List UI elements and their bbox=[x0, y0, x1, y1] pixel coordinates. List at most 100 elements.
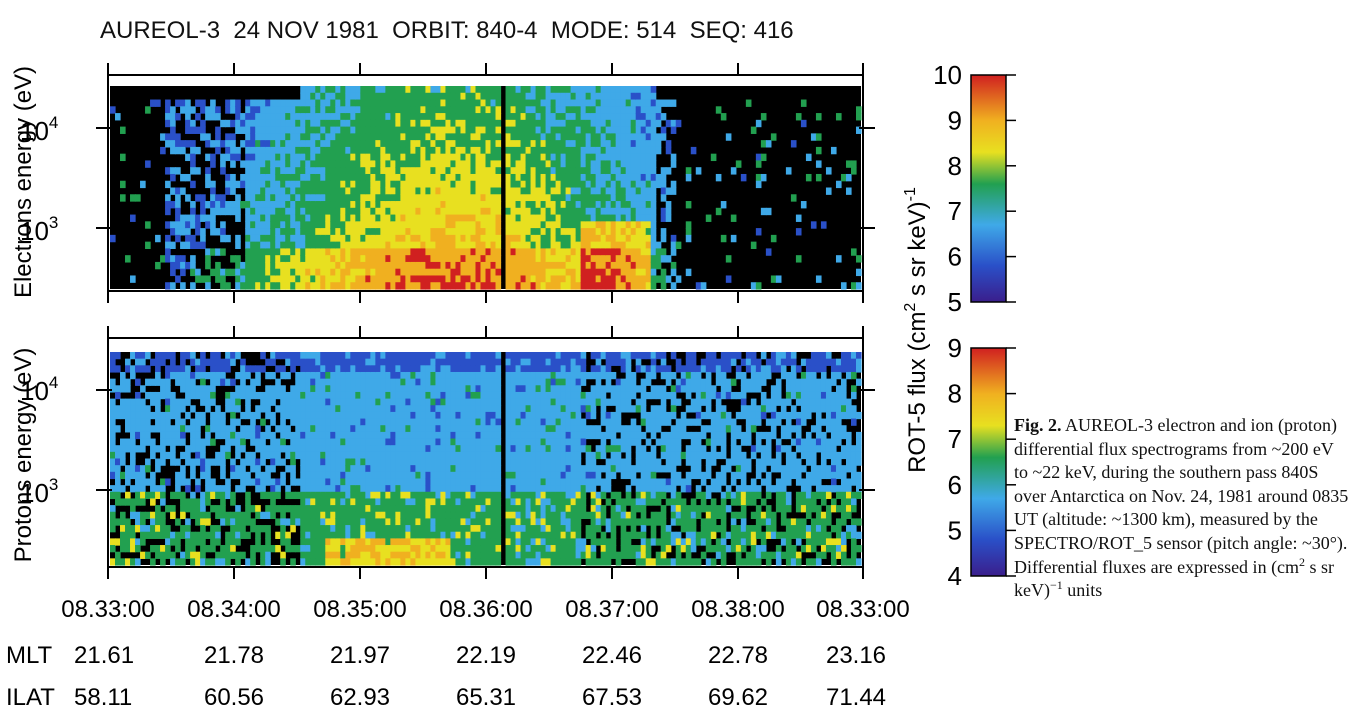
heatmap-cell bbox=[305, 241, 311, 249]
heatmap-cell bbox=[225, 268, 231, 277]
heatmap-cell bbox=[470, 133, 477, 141]
heatmap-cell bbox=[350, 518, 356, 526]
heatmap-cell bbox=[505, 201, 512, 209]
heatmap-cell bbox=[430, 411, 437, 420]
heatmap-cell bbox=[535, 140, 542, 148]
heatmap-cell bbox=[550, 268, 557, 277]
heatmap-cell bbox=[405, 478, 411, 486]
heatmap-cell bbox=[220, 268, 226, 277]
heatmap-cell bbox=[145, 491, 151, 500]
heatmap-cell bbox=[130, 371, 136, 380]
heatmap-cell bbox=[305, 106, 311, 114]
heatmap-cell bbox=[420, 458, 427, 466]
heatmap-cell bbox=[525, 119, 532, 128]
heatmap-cell bbox=[605, 167, 612, 175]
heatmap-cell bbox=[280, 234, 286, 243]
heatmap-cell bbox=[475, 545, 482, 553]
heatmap-cell bbox=[575, 214, 582, 222]
heatmap-cell bbox=[265, 106, 271, 114]
heatmap-cell bbox=[250, 282, 256, 290]
heatmap-cell bbox=[430, 538, 437, 546]
heatmap-cell bbox=[430, 385, 437, 393]
heatmap-cell bbox=[175, 167, 181, 175]
heatmap-cell bbox=[530, 113, 537, 121]
heatmap-cell bbox=[490, 194, 497, 202]
heatmap-cell bbox=[465, 505, 472, 513]
heatmap-cell bbox=[125, 385, 131, 393]
heatmap-cell bbox=[270, 268, 276, 277]
heatmap-cell bbox=[470, 471, 477, 480]
heatmap-cell bbox=[505, 371, 512, 380]
heatmap-cell bbox=[305, 505, 311, 513]
heatmap-cell bbox=[575, 201, 582, 209]
heatmap-cell bbox=[365, 525, 371, 533]
heatmap-cell bbox=[295, 228, 301, 236]
heatmap-cell bbox=[425, 411, 432, 420]
heatmap-cell bbox=[530, 146, 537, 155]
heatmap-cell bbox=[280, 180, 286, 189]
heatmap-cell bbox=[245, 451, 251, 460]
heatmap-cell bbox=[225, 485, 231, 493]
heatmap-cell bbox=[125, 491, 131, 500]
heatmap-cell bbox=[350, 173, 356, 182]
heatmap-cell bbox=[515, 207, 522, 216]
heatmap-cell bbox=[335, 558, 341, 566]
heatmap-cell bbox=[400, 282, 406, 290]
heatmap-cell bbox=[565, 113, 572, 121]
heatmap-cell bbox=[485, 282, 492, 290]
heatmap-cell bbox=[530, 221, 537, 229]
heatmap-cell bbox=[440, 431, 447, 440]
heatmap-cell bbox=[375, 140, 381, 148]
heatmap-cell bbox=[320, 538, 326, 546]
heatmap-cell bbox=[750, 126, 757, 134]
heatmap-cell bbox=[190, 551, 196, 559]
heatmap-cell bbox=[390, 418, 396, 426]
heatmap-cell bbox=[270, 505, 276, 513]
heatmap-cell bbox=[440, 391, 447, 400]
heatmap-cell bbox=[535, 99, 542, 107]
heatmap-cell bbox=[265, 531, 271, 539]
heatmap-cell bbox=[435, 358, 442, 366]
heatmap-cell bbox=[480, 478, 487, 486]
heatmap-cell bbox=[110, 491, 116, 500]
heatmap-cell bbox=[630, 187, 637, 195]
heatmap-cell bbox=[470, 465, 477, 473]
heatmap-cell bbox=[375, 275, 381, 283]
heatmap-cell bbox=[400, 248, 406, 256]
heatmap-cell bbox=[705, 214, 712, 222]
heatmap-cell bbox=[655, 275, 662, 283]
heatmap-cell bbox=[440, 153, 447, 162]
heatmap-cell bbox=[600, 248, 607, 256]
heatmap-cell bbox=[300, 194, 306, 202]
heatmap-cell bbox=[245, 119, 251, 128]
heatmap-cell bbox=[495, 371, 502, 380]
heatmap-cell bbox=[185, 113, 191, 121]
heatmap-cell bbox=[240, 140, 246, 148]
heatmap-cell bbox=[535, 167, 542, 175]
heatmap-cell bbox=[625, 146, 632, 155]
heatmap-cell bbox=[250, 551, 256, 559]
heatmap-cell bbox=[575, 86, 582, 94]
heatmap-cell bbox=[260, 471, 266, 480]
heatmap-cell bbox=[205, 140, 211, 148]
heatmap-cell bbox=[600, 261, 607, 270]
heatmap-cell bbox=[135, 478, 141, 486]
heatmap-cell bbox=[525, 187, 532, 195]
heatmap-cell bbox=[315, 92, 321, 101]
heatmap-cell bbox=[485, 160, 492, 168]
heatmap-cell bbox=[345, 498, 351, 506]
heatmap-cell bbox=[535, 133, 542, 141]
heatmap-cell bbox=[445, 391, 452, 400]
heatmap-cell bbox=[445, 282, 452, 290]
heatmap-cell bbox=[215, 551, 221, 559]
heatmap-cell bbox=[300, 545, 306, 553]
heatmap-cell bbox=[375, 241, 381, 249]
heatmap-cell bbox=[415, 352, 422, 360]
heatmap-cell bbox=[675, 119, 682, 128]
heatmap-cell bbox=[310, 505, 316, 513]
heatmap-cell bbox=[615, 234, 622, 243]
heatmap-cell bbox=[560, 153, 567, 162]
heatmap-cell bbox=[365, 531, 371, 539]
heatmap-cell bbox=[550, 173, 557, 182]
heatmap-cell bbox=[290, 451, 296, 460]
